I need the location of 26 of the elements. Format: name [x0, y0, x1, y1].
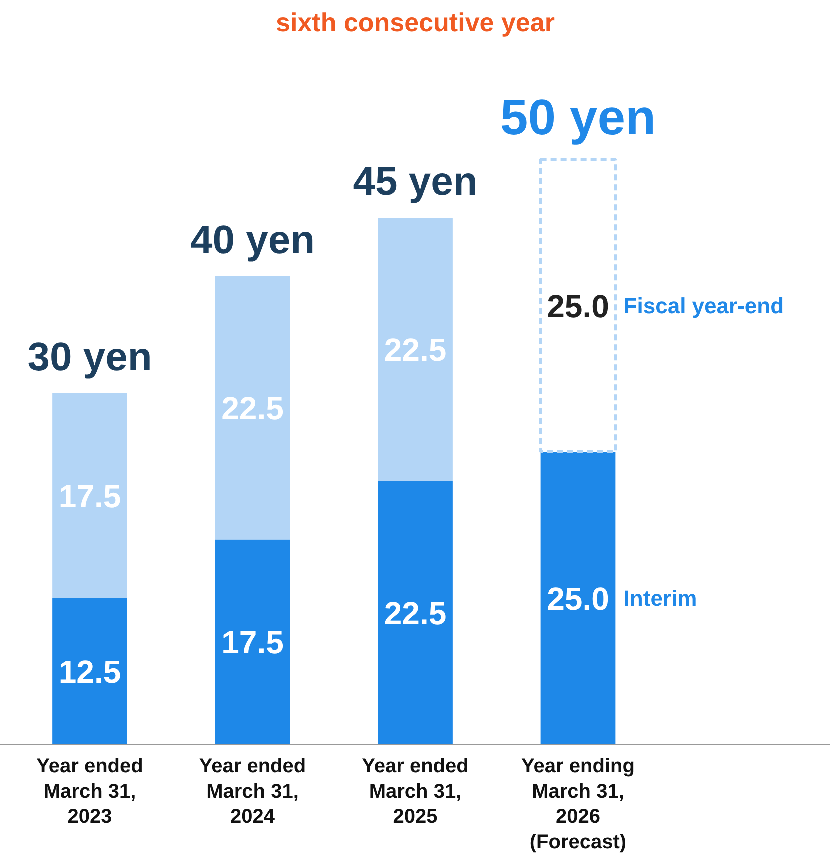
chart-title: sixth consecutive year — [276, 8, 555, 38]
series-label: Fiscal year-end — [624, 293, 784, 318]
bar — [378, 218, 453, 482]
bar — [215, 276, 290, 540]
bar — [52, 598, 128, 744]
bar — [215, 540, 290, 744]
x-tick-label: Year ended March 31, 2024 — [199, 756, 306, 828]
bar — [540, 452, 616, 744]
bar — [52, 394, 128, 598]
x-tick-label: Year ended March 31, 2025 — [362, 756, 469, 828]
data-label: 12.5 — [58, 654, 122, 690]
data-label: 17.5 — [222, 624, 284, 661]
bar — [378, 481, 453, 744]
series-label: Interim — [624, 586, 698, 611]
total-label: 45 yen — [353, 160, 478, 204]
data-label: 25.0 — [547, 580, 610, 617]
x-tick-label: Year ending March 31, 2026 (Forecast) — [522, 756, 635, 854]
total-label: 40 yen — [190, 218, 316, 262]
data-label: 22.5 — [384, 595, 447, 632]
data-label: 25.0 — [547, 288, 610, 324]
data-label: 22.5 — [222, 390, 284, 427]
x-tick-label: Year ended March 31, 2023 — [36, 756, 144, 828]
total-label: 30 yen — [28, 335, 152, 380]
data-label: 17.5 — [58, 478, 122, 514]
data-label: 22.5 — [384, 332, 447, 368]
total-label: 50 yen — [500, 89, 656, 146]
